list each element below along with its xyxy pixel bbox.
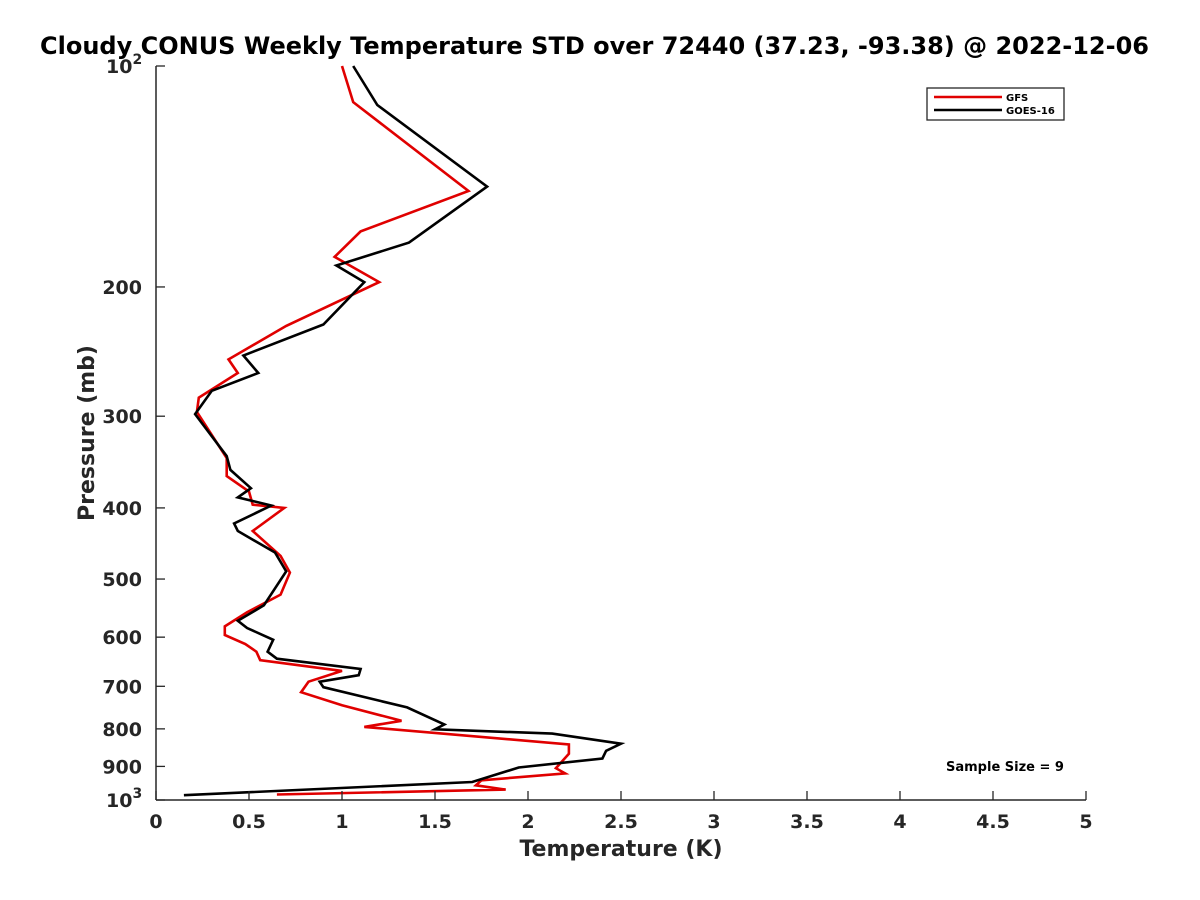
x-tick-label: 3.5 <box>790 811 824 833</box>
legend-label-goes16: GOES-16 <box>1006 106 1055 117</box>
x-tick-label: 4.5 <box>976 811 1010 833</box>
y-tick-label: 300 <box>102 406 142 428</box>
x-tick-label: 0 <box>149 811 162 833</box>
y-tick-label: 103 <box>106 786 142 812</box>
legend-box <box>926 87 1065 121</box>
x-tick-label: 4 <box>893 811 906 833</box>
series-line-goes16 <box>183 65 626 797</box>
axes <box>155 66 1086 801</box>
legend: GFS GOES-16 <box>926 87 1065 121</box>
x-tick-label: 3 <box>707 811 720 833</box>
y-ticks: 102 200 300 400 500 600 700 800 900 103 <box>102 52 165 812</box>
x-tick-label: 2.5 <box>604 811 638 833</box>
x-tick-label: 0.5 <box>232 811 266 833</box>
y-tick-label: 500 <box>102 569 142 591</box>
y-tick-label: 400 <box>102 498 142 520</box>
y-tick-label: 200 <box>102 277 142 299</box>
plot-lines <box>183 65 626 797</box>
y-tick-label: 800 <box>102 719 142 741</box>
series-line-gfs <box>195 65 571 796</box>
chart-title: Cloudy CONUS Weekly Temperature STD over… <box>40 32 1149 60</box>
y-tick-label: 900 <box>102 756 142 778</box>
y-tick-label: 600 <box>102 627 142 649</box>
y-axis-label: Pressure (mb) <box>75 345 100 521</box>
x-tick-label: 2 <box>521 811 534 833</box>
y-tick-label: 102 <box>106 52 142 78</box>
x-tick-label: 1 <box>335 811 348 833</box>
sample-size-annotation: Sample Size = 9 <box>946 760 1064 775</box>
y-tick-label: 700 <box>102 676 142 698</box>
x-ticks: 0 0.5 1 1.5 2 2.5 3 3.5 4 4.5 5 <box>149 791 1093 833</box>
x-tick-label: 5 <box>1079 811 1092 833</box>
x-axis-label: Temperature (K) <box>519 837 722 862</box>
legend-label-gfs: GFS <box>1006 93 1028 104</box>
x-tick-label: 1.5 <box>418 811 452 833</box>
